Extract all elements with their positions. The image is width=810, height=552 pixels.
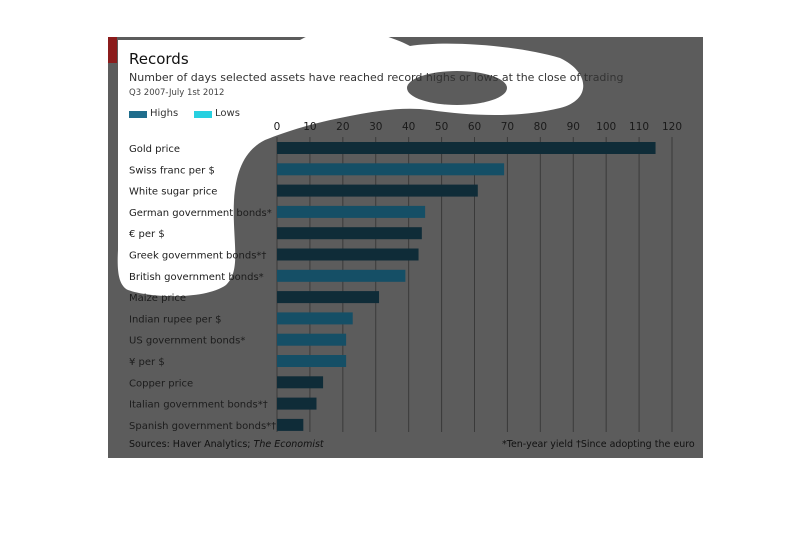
x-tick-label-20: 20: [336, 121, 349, 133]
x-tick-label-110: 110: [629, 121, 649, 133]
legend-label-lows: Lows: [215, 108, 240, 119]
category-label-german-government-bonds: German government bonds*: [129, 208, 272, 219]
category-label-spanish-government-bonds: Spanish government bonds*†: [129, 421, 276, 432]
bar-german-government-bonds: [277, 205, 426, 218]
footnote: *Ten-year yield †Since adopting the euro: [502, 439, 695, 450]
bar-maize-price: [277, 291, 380, 304]
sources-note: Sources: Haver Analytics; The Economist: [129, 439, 324, 450]
bar-british-government-bonds: [277, 269, 406, 282]
bar-greek-government-bonds: [277, 248, 419, 261]
accent-bar: [108, 37, 117, 63]
bar-gold-price: [277, 142, 656, 154]
category-label-per: € per $: [129, 229, 165, 240]
legend-swatch-lows: [194, 111, 212, 118]
category-label-maize-price: Maize price: [129, 293, 186, 304]
bar-italian-government-bonds: [277, 397, 317, 410]
bar-per: [277, 355, 347, 367]
category-label-british-government-bonds: British government bonds*: [129, 272, 264, 283]
chart-period: Q3 2007-July 1st 2012: [129, 88, 225, 98]
x-tick-label-100: 100: [596, 121, 616, 133]
legend-label-highs: Highs: [150, 108, 179, 119]
x-tick-label-40: 40: [402, 121, 415, 133]
bar-us-government-bonds: [277, 333, 347, 346]
x-tick-label-30: 30: [369, 121, 382, 133]
category-label-white-sugar-price: White sugar price: [129, 187, 217, 198]
bar-per: [277, 227, 422, 240]
x-tick-label-90: 90: [567, 121, 580, 133]
x-tick-label-50: 50: [435, 121, 448, 133]
bar-swiss-franc-per: [277, 163, 505, 176]
bar-white-sugar-price: [277, 184, 478, 197]
category-label-gold-price: Gold price: [129, 144, 180, 155]
category-label-swiss-franc-per: Swiss franc per $: [129, 165, 215, 176]
category-label-italian-government-bonds: Italian government bonds*†: [129, 400, 268, 411]
x-tick-label-80: 80: [534, 121, 547, 133]
category-label-us-government-bonds: US government bonds*: [129, 336, 245, 347]
x-tick-label-70: 70: [501, 121, 514, 133]
bar-copper-price: [277, 376, 324, 389]
category-label-copper-price: Copper price: [129, 378, 193, 389]
category-label-per: ¥ per $: [129, 357, 165, 368]
x-tick-label-0: 0: [274, 121, 281, 133]
chart-title: Records: [129, 50, 189, 68]
bar-indian-rupee-per: [277, 312, 353, 325]
sources-prefix: Sources: Haver Analytics;: [129, 439, 254, 450]
chart-subtitle: Number of days selected assets have reac…: [129, 71, 624, 84]
bar-spanish-government-bonds: [277, 418, 304, 431]
x-tick-label-120: 120: [662, 121, 682, 133]
sources-italic: The Economist: [253, 439, 324, 450]
legend-swatch-highs: [129, 111, 147, 118]
category-label-greek-government-bonds: Greek government bonds*†: [129, 251, 266, 262]
x-tick-label-10: 10: [303, 121, 316, 133]
x-tick-label-60: 60: [468, 121, 481, 133]
category-label-indian-rupee-per: Indian rupee per $: [129, 314, 222, 325]
